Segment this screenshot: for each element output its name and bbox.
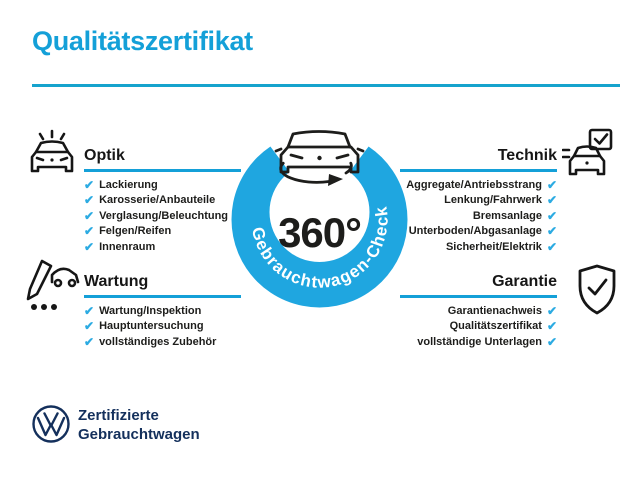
check-icon: ✔ — [546, 239, 557, 254]
check-icon: ✔ — [84, 224, 95, 239]
car-rotation-icon — [274, 130, 365, 186]
item-label: Felgen/Reifen — [99, 225, 172, 238]
item-label: Innenraum — [99, 240, 156, 253]
item-label: Qualitätszertifikat — [449, 320, 542, 333]
footer-line1: Zertifizierte — [78, 407, 159, 424]
item-label: Karosserie/Anbauteile — [99, 194, 216, 207]
item-label: vollständige Unterlagen — [417, 335, 542, 348]
section-garantie: Garantie ✔ Garantienachweis ✔ Qualitätszer… — [400, 272, 557, 350]
list-item: ✔ Bremsanlage — [400, 208, 557, 224]
list-item: ✔ Hauptuntersuchung — [84, 319, 241, 335]
item-label: vollständiges Zubehör — [99, 335, 217, 348]
check-icon: ✔ — [546, 303, 557, 318]
pencil-car-checklist-icon — [26, 258, 80, 314]
check-icon: ✔ — [84, 208, 95, 223]
title-divider — [32, 84, 620, 87]
section-optik: Optik ✔ Lackierung ✔ Karosserie/Anbauteile… — [84, 146, 241, 255]
footer-line2: Gebrauchtwagen — [78, 426, 200, 443]
shield-check-icon — [576, 264, 618, 316]
item-label: Hauptuntersuchung — [99, 320, 204, 333]
check-icon: ✔ — [84, 303, 95, 318]
car-checkbox-icon — [562, 128, 614, 184]
gebrauchtwagen-check-badge: Gebrauchtwagen-Check 360° — [225, 115, 415, 315]
item-label: Unterboden/Abgasanlage — [408, 225, 542, 238]
check-icon: ✔ — [84, 334, 95, 349]
list-item: ✔ vollständiges Zubehör — [84, 334, 241, 350]
list-item: ✔ Garantienachweis — [400, 303, 557, 319]
list-item: ✔ Unterboden/Abgasanlage — [400, 224, 557, 240]
check-icon: ✔ — [546, 208, 557, 223]
item-label: Bremsanlage — [472, 209, 542, 222]
check-icon: ✔ — [546, 224, 557, 239]
section-technik-title: Technik — [400, 146, 557, 172]
list-item: ✔ Qualitätszertifikat — [400, 319, 557, 335]
check-icon: ✔ — [84, 239, 95, 254]
section-garantie-title: Garantie — [400, 272, 557, 298]
item-label: Garantienachweis — [447, 304, 542, 317]
item-label: Aggregate/Antriebsstrang — [406, 178, 542, 191]
list-item: ✔ Lackierung — [84, 177, 241, 193]
check-icon: ✔ — [84, 319, 95, 334]
section-wartung-title: Wartung — [84, 272, 241, 298]
footer-brand-text: Zertifizierte Gebrauchtwagen — [78, 406, 200, 444]
section-optik-title: Optik — [84, 146, 241, 172]
item-label: Sicherheit/Elektrik — [445, 240, 542, 253]
section-wartung: Wartung ✔ Wartung/Inspektion ✔ Hauptunters… — [84, 272, 241, 350]
car-shine-icon — [27, 128, 77, 184]
page-title: Qualitätszertifikat — [32, 26, 253, 56]
badge-ring — [231, 131, 408, 308]
item-label: Verglasung/Beleuchtung — [99, 209, 229, 222]
list-item: ✔ Felgen/Reifen — [84, 224, 241, 240]
check-icon: ✔ — [84, 177, 95, 192]
list-item: ✔ Aggregate/Antriebsstrang — [400, 177, 557, 193]
item-label: Lenkung/Fahrwerk — [444, 194, 542, 207]
list-item: ✔ Lenkung/Fahrwerk — [400, 193, 557, 209]
list-item: ✔ Verglasung/Beleuchtung — [84, 208, 241, 224]
item-label: Lackierung — [99, 178, 158, 191]
item-label: Wartung/Inspektion — [99, 304, 202, 317]
list-item: ✔ Sicherheit/Elektrik — [400, 239, 557, 255]
badge-degree-label: 360° — [278, 209, 361, 256]
check-icon: ✔ — [546, 334, 557, 349]
check-icon: ✔ — [546, 193, 557, 208]
list-item: ✔ Wartung/Inspektion — [84, 303, 241, 319]
check-icon: ✔ — [84, 193, 95, 208]
vw-logo-icon — [31, 404, 71, 444]
list-item: ✔ Innenraum — [84, 239, 241, 255]
section-technik: Technik ✔ Aggregate/Antriebsstrang ✔ Lenku… — [400, 146, 557, 255]
check-icon: ✔ — [546, 177, 557, 192]
check-icon: ✔ — [546, 319, 557, 334]
list-item: ✔ vollständige Unterlagen — [400, 334, 557, 350]
list-item: ✔ Karosserie/Anbauteile — [84, 193, 241, 209]
